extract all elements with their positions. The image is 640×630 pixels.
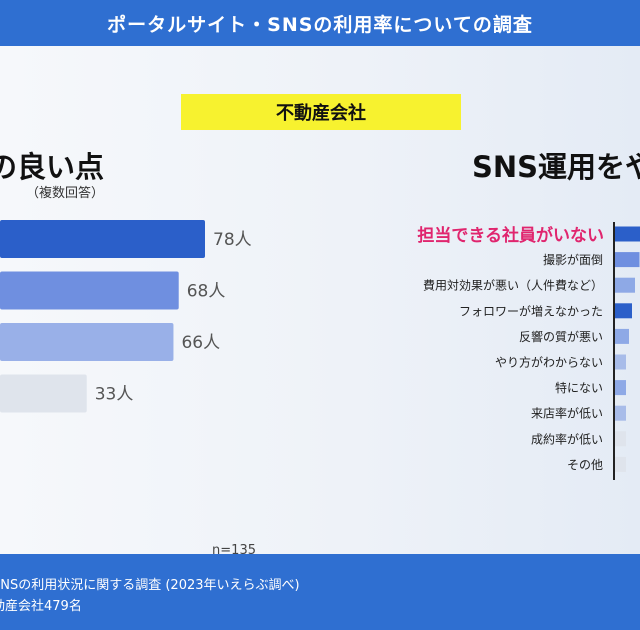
right-category-label: フォロワーが増えなかった bbox=[459, 303, 603, 318]
right-bar bbox=[614, 226, 640, 242]
left-chart-title: の良い点 bbox=[0, 150, 105, 184]
header-banner: ポータルサイト・SNSの利用率についての調査 bbox=[0, 0, 640, 46]
right-category-label: 反響の質が悪い bbox=[519, 329, 603, 344]
right-category-label: 来店率が低い bbox=[531, 406, 603, 421]
right-bar bbox=[614, 252, 640, 268]
left-bar bbox=[0, 323, 174, 361]
category-label-text: 不動産会社 bbox=[276, 103, 366, 124]
left-bar-value-label: 78人 bbox=[213, 230, 252, 250]
left-bar bbox=[0, 374, 87, 413]
left-chart-note: （複数回答） bbox=[26, 186, 105, 201]
right-category-label: 費用対効果が悪い（人件費など） bbox=[423, 278, 603, 293]
right-category-label: 撮影が面倒 bbox=[543, 252, 603, 267]
right-bar bbox=[614, 380, 626, 396]
footer-banner: SNSの利用状況に関する調査 (2023年いえらぶ調べ) 動産会社479名 bbox=[0, 554, 640, 630]
right-bar bbox=[614, 405, 626, 421]
left-bar bbox=[0, 271, 179, 310]
left-n-label: n=135 bbox=[212, 543, 256, 554]
right-category-label: 特にない bbox=[555, 380, 603, 395]
left-bar-value-label: 68人 bbox=[187, 282, 226, 302]
category-label: 不動産会社 bbox=[181, 94, 461, 130]
left-bar-chart: 78人 68人 66人 33人 n=135 bbox=[0, 220, 256, 554]
right-bar bbox=[614, 277, 635, 293]
right-bar bbox=[614, 303, 632, 319]
footer-source: SNSの利用状況に関する調査 (2023年いえらぶ調べ) bbox=[0, 578, 300, 593]
right-bar bbox=[614, 354, 626, 370]
right-bar bbox=[614, 431, 626, 447]
right-bar bbox=[614, 328, 629, 344]
right-category-label: やり方がわからない bbox=[495, 355, 603, 370]
right-category-label: 成約率が低い bbox=[531, 431, 603, 446]
content-area: 不動産会社 の良い点 （複数回答） SNS運用をや 78人 68人 66人 33人 n=… bbox=[0, 46, 640, 554]
left-bar-value-label: 33人 bbox=[95, 385, 134, 405]
left-bar-value-label: 66人 bbox=[181, 333, 220, 353]
right-chart-title: SNS運用をや bbox=[472, 150, 640, 184]
footer-respondents: 動産会社479名 bbox=[0, 599, 82, 614]
right-category-label: 担当できる社員がいない bbox=[417, 225, 604, 246]
right-category-label: その他 bbox=[567, 458, 603, 472]
left-bar bbox=[0, 220, 205, 258]
right-bar bbox=[614, 456, 626, 472]
page-title: ポータルサイト・SNSの利用率についての調査 bbox=[107, 13, 533, 36]
